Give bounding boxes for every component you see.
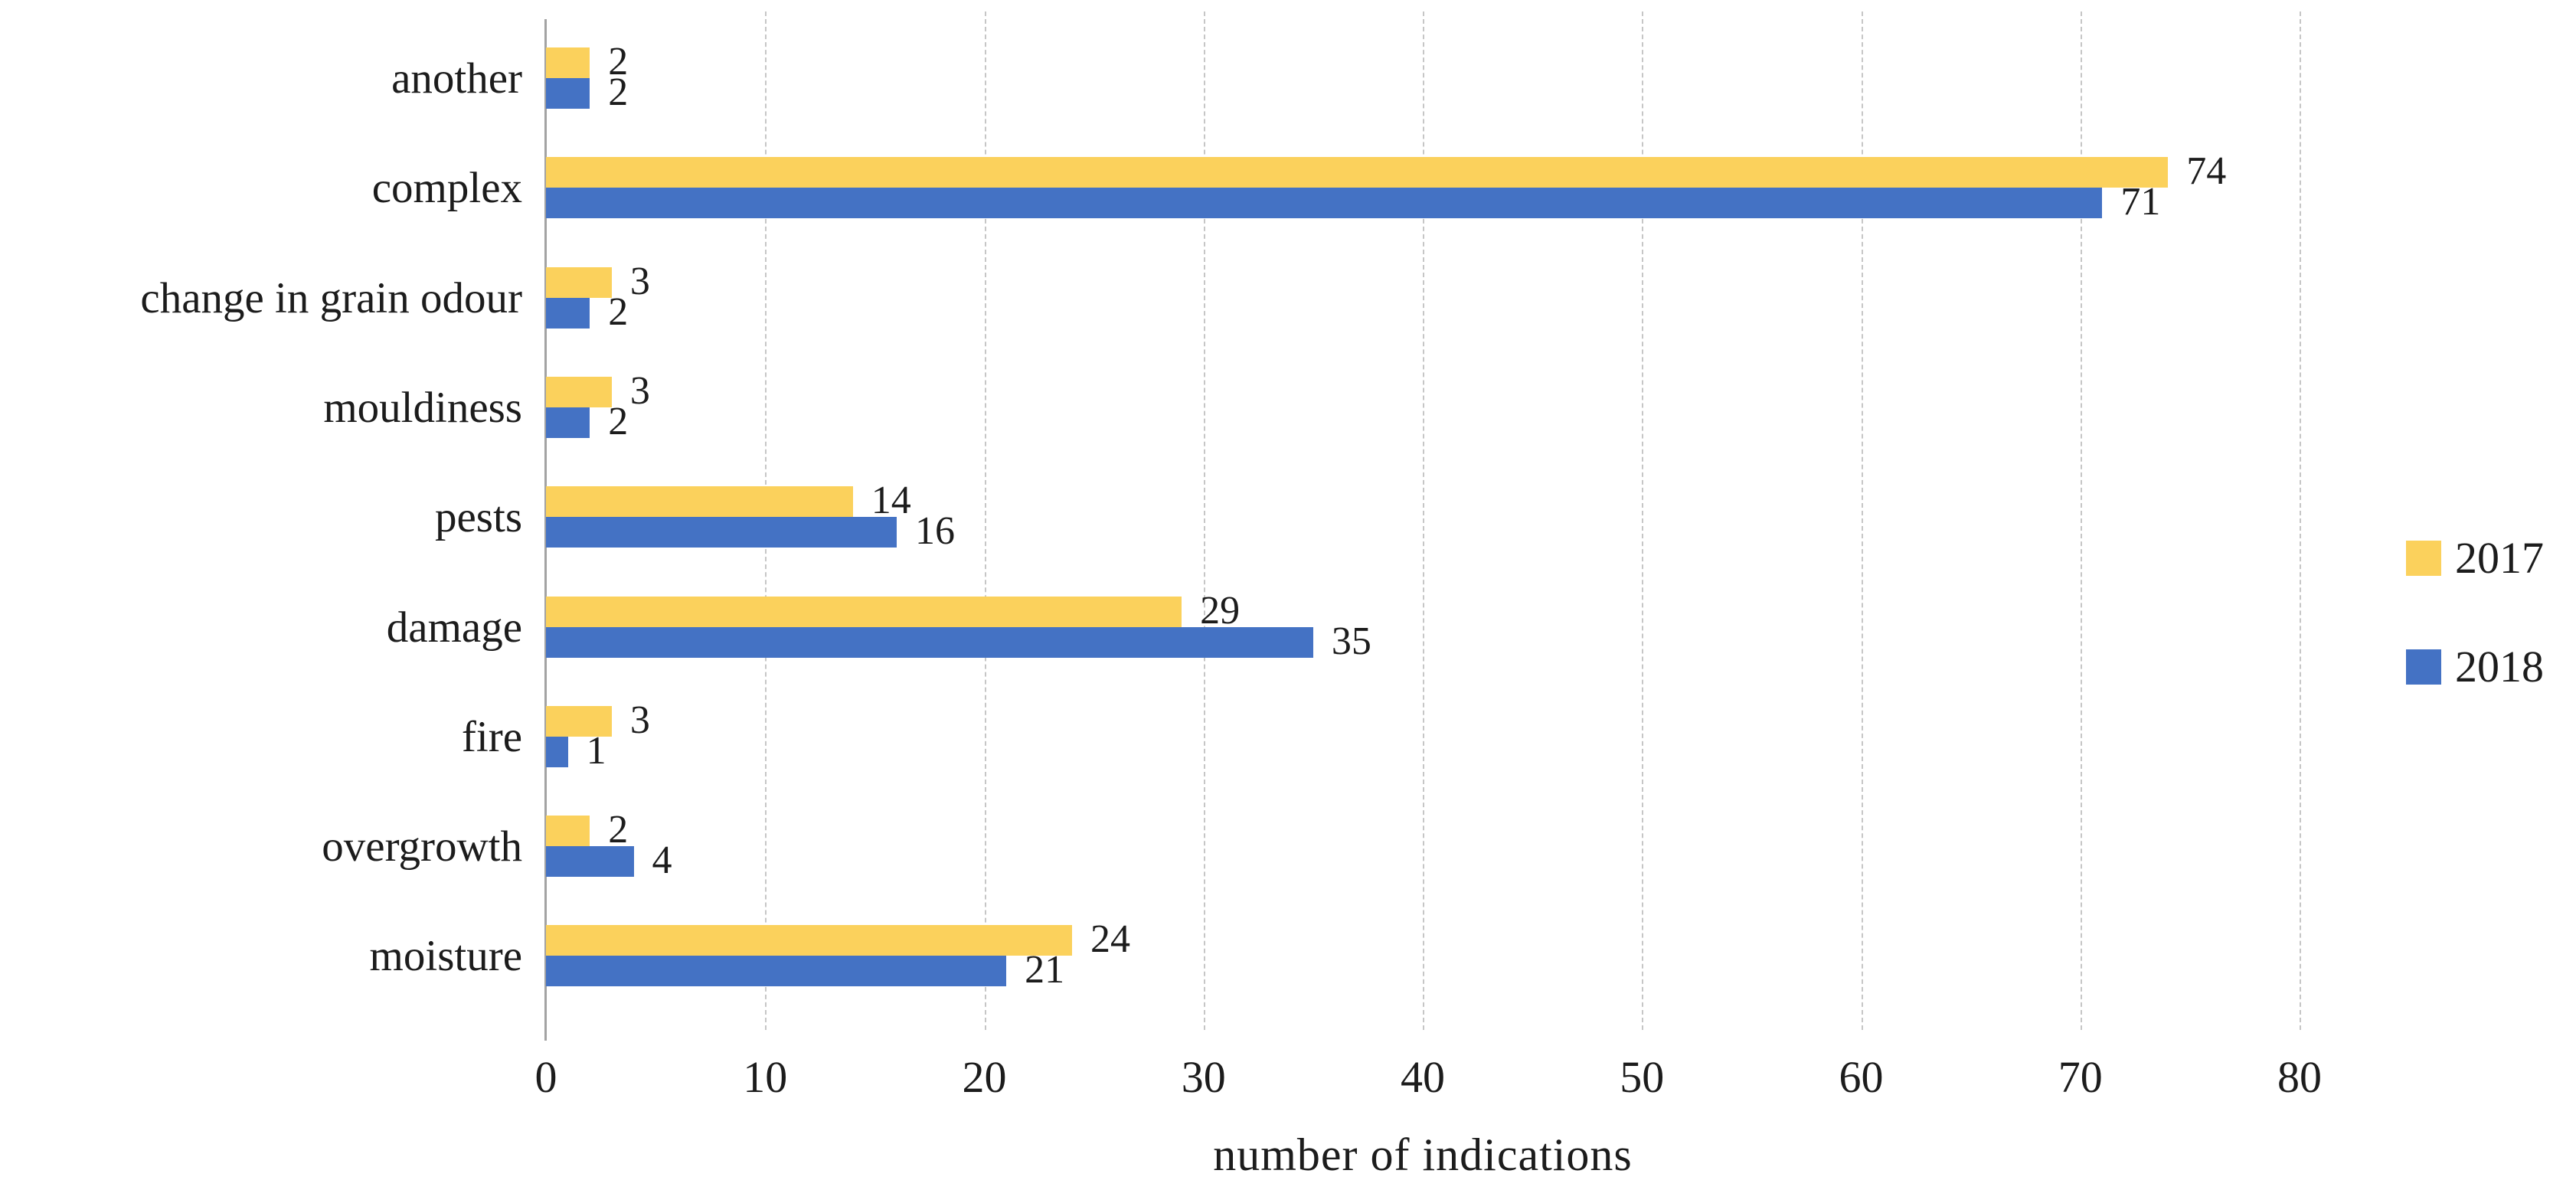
x-tick-label-80: 80 [2277,1052,2322,1102]
bar-2017: 3 [546,261,650,301]
plot-area: 2 2 74 71 3 2 3 2 14 16 29 35 3 1 2 4 24 21 [544,11,2301,1041]
bar-2017: 29 [546,590,1240,630]
bar-2017: 24 [546,920,1130,959]
value-label-2018: 71 [2120,180,2161,224]
bar-2017: 3 [546,700,650,740]
value-label-2018: 1 [586,728,606,773]
value-label-2017: 74 [2186,149,2227,194]
legend-swatch-2017-icon [2406,541,2441,576]
bar-2018: 71 [546,182,2160,222]
value-label-2017: 24 [1090,917,1130,962]
category-label: change in grain odour [140,273,522,322]
value-label-2017: 3 [629,368,650,413]
bar-2018: 21 [546,950,1064,990]
x-tick-label-50: 50 [1620,1052,1665,1102]
bar-2018: 2 [546,401,628,441]
x-tick-label-60: 60 [1839,1052,1884,1102]
legend-label-2017: 2017 [2455,533,2544,583]
bar-2018: 2 [546,292,628,332]
x-tick-label-40: 40 [1401,1052,1445,1102]
bar-2018: 35 [546,621,1371,661]
value-label-2018: 21 [1025,948,1065,992]
category-label: damage [386,603,522,652]
bar-2017: 2 [546,810,628,850]
value-label-2017: 29 [1200,588,1241,633]
value-label-2017: 3 [629,259,650,303]
category-label: mouldiness [323,383,522,432]
gridline-30 [1203,11,1205,1030]
bar-row: 14 16 [546,463,2300,573]
value-label-2018: 4 [652,839,672,883]
bar-2018: 4 [546,841,672,881]
category-label: fire [461,712,522,761]
category-label: pests [435,493,522,542]
gridline-70 [2080,11,2082,1030]
category-label: overgrowth [322,822,522,871]
gridline-60 [1861,11,1863,1030]
legend-swatch-2018-icon [2406,649,2441,685]
value-label-2017: 2 [608,808,629,852]
category-label: another [391,54,522,103]
x-tick-label-10: 10 [743,1052,788,1102]
category-label: moisture [369,932,522,981]
x-tick-label-30: 30 [1181,1052,1226,1102]
gridline-80 [2300,11,2301,1030]
bar-2017: 14 [546,481,911,521]
gridline-50 [1642,11,1644,1030]
y-axis-line [544,19,547,1041]
x-tick-label-0: 0 [534,1052,557,1102]
gridline-20 [984,11,986,1030]
legend-label-2018: 2018 [2455,642,2544,691]
bar-2017: 74 [546,152,2226,191]
bar-2018: 2 [546,72,628,112]
bar-row: 29 35 [546,574,2300,683]
bar-2018: 16 [546,512,955,551]
value-label-2017: 14 [871,479,911,523]
legend-entry-2017: 2017 [2406,536,2544,580]
value-label-2017: 3 [629,698,650,742]
value-label-2018: 2 [608,289,629,334]
x-tick-label-20: 20 [962,1052,1007,1102]
value-label-2017: 2 [608,39,629,83]
value-label-2018: 2 [608,70,629,114]
value-label-2018: 16 [915,509,955,554]
bar-row: 24 21 [546,902,2300,1012]
value-label-2018: 35 [1331,619,1371,663]
legend-entry-2018: 2018 [2406,645,2544,689]
legend: 2017 2018 [2406,536,2544,689]
bar-row: 74 71 [546,134,2300,244]
x-axis-title: number of indications [1213,1129,1633,1180]
bar-2017: 3 [546,371,650,410]
category-label: complex [371,164,522,213]
bar-2018: 1 [546,731,606,770]
x-tick-label-70: 70 [2058,1052,2103,1102]
bar-2017: 2 [546,41,628,81]
gridline-40 [1423,11,1424,1030]
value-label-2018: 2 [608,399,629,443]
